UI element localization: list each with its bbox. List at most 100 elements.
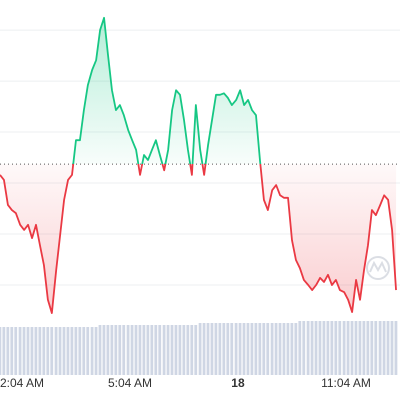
volume-bar [274,323,278,375]
volume-bar [178,325,182,375]
volume-bar [30,327,34,375]
volume-bar [146,325,150,375]
volume-bar [262,323,266,375]
volume-bar [158,325,162,375]
volume-bar [338,321,342,375]
x-tick-label: 5:04 AM [108,376,152,390]
area-down [0,164,397,314]
watermark-glyph [369,260,387,273]
volume-bar [226,323,230,375]
volume-bar [166,325,170,375]
volume-bar [250,323,254,375]
volume-bar [254,323,258,375]
volume-bar [134,325,138,375]
volume-bar [102,325,106,375]
volume-bar [354,321,358,375]
volume-bar [154,325,158,375]
volume-bar [374,321,378,375]
volume-bar [246,323,250,375]
volume-bar [94,327,98,375]
volume-bar [258,323,262,375]
volume-bar [46,327,50,375]
volume-bar [266,323,270,375]
volume-bar [22,327,26,375]
volume-bar [110,325,114,375]
volume-bar [394,321,398,375]
volume-bar [162,325,166,375]
volume-bar [142,325,146,375]
volume-bar [386,321,390,375]
volume-bar [66,327,70,375]
volume-bar [370,321,374,375]
volume-bar [62,327,66,375]
volume-bar [130,325,134,375]
volume-bar [42,327,46,375]
volume-bar [302,321,306,375]
volume-bar [230,323,234,375]
volume-bar [50,327,54,375]
volume-bar [190,325,194,375]
volume-bar [350,321,354,375]
volume-bar [382,321,386,375]
volume-bar [0,327,2,375]
volume-bar [58,327,62,375]
volume-bar [330,321,334,375]
volume-bar [18,327,22,375]
volume-bar [326,321,330,375]
volume-bar [346,321,350,375]
volume-bar [206,323,210,375]
volume-bar [214,323,218,375]
volume-bar [118,325,122,375]
area-up [0,17,397,165]
volume-bar [78,327,82,375]
volume-bar [150,325,154,375]
volume-bar [138,325,142,375]
volume-bar [290,323,294,375]
volume-bar [202,323,206,375]
volume-bar [298,321,302,375]
price-line [0,16,397,314]
volume-bar [86,327,90,375]
x-tick-label: 2:04 AM [0,376,44,390]
volume-bar [2,327,6,375]
volume-bar [74,327,78,375]
volume-bar [38,327,42,375]
volume-bar [98,325,102,375]
volume-bar [114,325,118,375]
volume-bar [282,323,286,375]
volume-bar [358,321,362,375]
volume-bar [82,327,86,375]
volume-bar [210,323,214,375]
volume-bar [182,325,186,375]
volume-bar [10,327,14,375]
volume-bar [222,323,226,375]
volume-bar [198,323,202,375]
volume-bar [366,321,370,375]
volume-bar [54,327,58,375]
volume-bar [342,321,346,375]
volume-bar [314,321,318,375]
watermark [366,256,390,280]
volume-bar [186,325,190,375]
volume-bar [122,325,126,375]
volume-bar [34,327,38,375]
volume-bar [218,323,222,375]
volume-bar [278,323,282,375]
watermark-circle [366,256,390,280]
volume-bar [106,325,110,375]
volume-bar [6,327,10,375]
volume-bar [70,327,74,375]
x-tick-label: 18 [231,376,245,390]
volume-bar [26,327,30,375]
volume-bar [306,321,310,375]
volume-bar [234,323,238,375]
volume-bar [294,323,298,375]
volume-bar [194,325,198,375]
volume-bar [334,321,338,375]
x-tick-label: 11:04 AM [321,376,371,390]
volume-bar [14,327,18,375]
volume-bar [362,321,366,375]
volume-bar [238,323,242,375]
volume-bar [242,323,246,375]
